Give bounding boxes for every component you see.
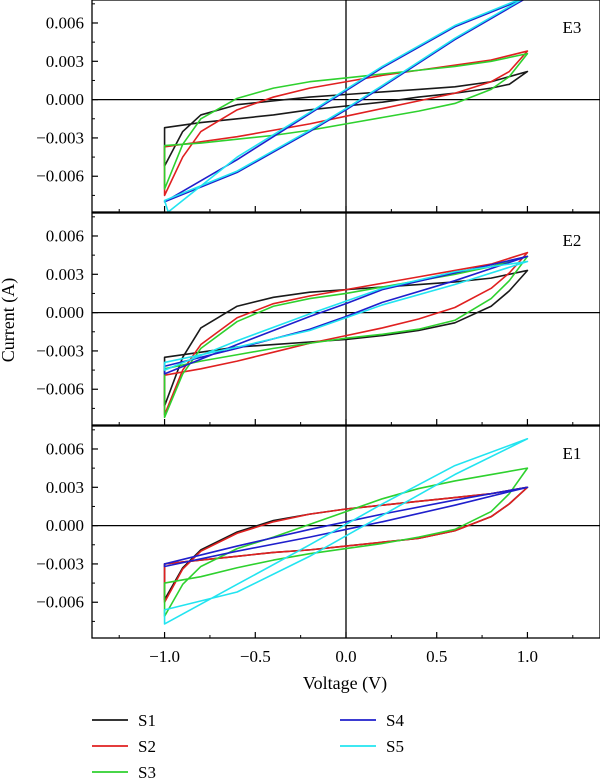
y-tick-label: 0.006: [46, 226, 84, 245]
series-s2-line: [163, 50, 529, 197]
y-axis-title: Current (A): [0, 278, 19, 362]
legend-label: S2: [138, 737, 156, 756]
y-tick-label: 0.000: [46, 90, 84, 109]
series-s5-line: [163, 0, 523, 212]
legend-label: S5: [386, 737, 404, 756]
legend-item-s3: S3: [92, 763, 156, 782]
series-s4-line: [163, 0, 525, 203]
y-tick-label: 0.000: [46, 303, 84, 322]
series-s4-line: [163, 486, 529, 568]
legend-label: S1: [138, 711, 156, 730]
y-tick-label: −0.003: [36, 341, 84, 360]
x-tick-label: 0.5: [426, 647, 447, 666]
panel-label: E3: [563, 18, 582, 37]
panel-label: E2: [563, 231, 582, 250]
legend-item-s1: S1: [92, 711, 156, 730]
x-tick-label: 1.0: [517, 647, 538, 666]
panel-e3: −0.006 −0.003 0.000 0.003 0.006 E3: [36, 0, 600, 213]
y-tick-label: 0.000: [46, 516, 84, 535]
y-tick-label: −0.003: [36, 128, 84, 147]
x-axis-title: Voltage (V): [303, 673, 387, 694]
legend: S1 S2 S3 S4 S5: [92, 711, 404, 782]
x-tick-label: −1.0: [149, 647, 180, 666]
series-s1-line: [163, 269, 529, 407]
y-tick-label: −0.006: [36, 167, 84, 186]
series-s1-line: [163, 70, 529, 167]
legend-item-s5: S5: [340, 737, 404, 756]
y-tick-label: 0.006: [46, 439, 84, 458]
y-tick-label: 0.003: [46, 478, 84, 497]
panel-label: E1: [563, 444, 582, 463]
y-tick-label: 0.003: [46, 265, 84, 284]
x-tick-label: −0.5: [240, 647, 271, 666]
legend-item-s2: S2: [92, 737, 156, 756]
legend-label: S3: [138, 763, 156, 779]
y-tick-label: −0.003: [36, 554, 84, 573]
series-s3-line: [163, 255, 529, 419]
y-tick-label: 0.003: [46, 52, 84, 71]
panel-e2: −0.006 −0.003 0.000 0.003 0.006 E2: [36, 212, 600, 426]
y-tick-label: 0.006: [46, 13, 84, 32]
x-tick-label: 0.0: [335, 647, 356, 666]
series-group: [163, 251, 529, 419]
series-s5-line: [163, 437, 529, 625]
series-group: [163, 437, 529, 625]
y-tick-label: −0.006: [36, 593, 84, 612]
y-tick-label: −0.006: [36, 380, 84, 399]
series-group: [163, 0, 529, 212]
panel-e1: −0.006 −0.003 0.000 0.003 0.006 E1 −1.0 −0.5 0.0…: [36, 425, 600, 666]
legend-item-s4: S4: [340, 711, 404, 730]
series-s2-line: [163, 486, 529, 604]
series-s5-line: [163, 260, 529, 371]
series-s3-line: [163, 52, 529, 190]
series-s4-line: [163, 255, 529, 375]
legend-label: S4: [386, 711, 404, 730]
